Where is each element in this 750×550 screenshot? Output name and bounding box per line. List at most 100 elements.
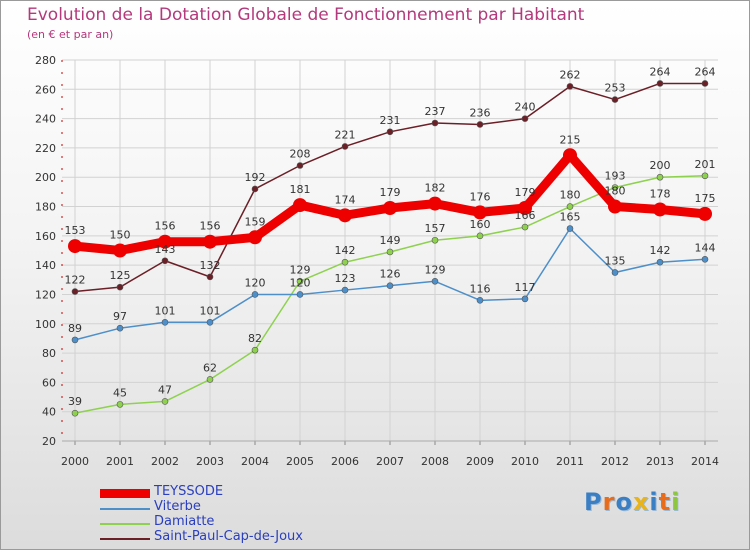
data-label: 178	[650, 187, 671, 200]
data-point	[206, 273, 214, 281]
data-point	[71, 288, 79, 295]
x-tick-label: 2005	[286, 455, 314, 468]
y-tick-label: 60	[42, 376, 56, 389]
data-point	[296, 277, 304, 285]
data-point	[386, 248, 394, 256]
data-label: 125	[110, 269, 131, 282]
data-label: 39	[68, 395, 82, 408]
data-point	[71, 409, 79, 417]
legend-label: Saint-Paul-Cap-de-Joux	[154, 529, 303, 544]
data-label: 120	[290, 276, 311, 289]
data-point	[161, 319, 169, 326]
x-tick-label: 2009	[466, 455, 494, 468]
data-label: 192	[245, 171, 266, 184]
legend-label: Damiatte	[154, 514, 215, 529]
data-label: 143	[155, 243, 176, 256]
data-point	[161, 398, 169, 405]
data-label: 150	[110, 229, 131, 242]
x-tick-label: 2007	[376, 455, 404, 468]
legend-swatch	[100, 508, 150, 510]
y-tick-label: 260	[35, 83, 56, 96]
y-tick-label: 120	[35, 288, 56, 301]
chart-grid	[62, 59, 718, 442]
x-tick-label: 2001	[106, 455, 134, 468]
x-tick-label: 2011	[556, 455, 584, 468]
data-label: 237	[425, 105, 446, 118]
data-point	[656, 80, 664, 87]
data-label: 262	[560, 68, 581, 81]
data-label: 159	[245, 215, 266, 228]
data-point	[116, 283, 124, 291]
data-point	[251, 346, 259, 354]
legend-swatch	[100, 538, 150, 540]
data-point	[701, 172, 709, 180]
data-point	[656, 173, 664, 181]
data-label: 165	[560, 211, 581, 224]
data-point	[116, 324, 124, 332]
data-point	[341, 286, 349, 294]
data-point	[158, 234, 172, 249]
data-label: 264	[650, 65, 671, 78]
data-point	[161, 257, 169, 265]
y-tick-label: 140	[35, 259, 56, 272]
data-point	[203, 234, 217, 249]
data-label: 156	[200, 220, 221, 233]
y-tick-label: 240	[35, 113, 56, 126]
data-label: 201	[695, 158, 716, 171]
data-point	[563, 148, 577, 163]
y-tick-label: 80	[42, 347, 56, 360]
data-point	[566, 203, 574, 210]
data-point	[521, 223, 529, 231]
data-label: 142	[650, 244, 671, 257]
data-point	[566, 225, 574, 232]
data-point	[386, 282, 394, 289]
data-label: 174	[335, 193, 356, 206]
x-tick-label: 2012	[601, 455, 629, 468]
data-point	[338, 208, 352, 223]
data-point	[251, 185, 259, 193]
legend-label: Viterbe	[154, 499, 201, 514]
data-label: 117	[515, 281, 536, 294]
data-label: 153	[65, 224, 86, 237]
data-point	[521, 295, 529, 303]
data-label: 122	[65, 274, 86, 287]
x-tick-label: 2002	[151, 455, 179, 468]
series-layer	[68, 80, 712, 417]
data-label: 180	[605, 185, 626, 198]
data-point	[476, 232, 484, 240]
data-point	[476, 297, 484, 304]
y-tick-label: 220	[35, 142, 56, 155]
x-tick-label: 2008	[421, 455, 449, 468]
y-tick-label: 100	[35, 318, 56, 331]
x-tick-label: 2003	[196, 455, 224, 468]
data-point	[71, 336, 79, 344]
data-label: 253	[605, 82, 626, 95]
data-label: 132	[200, 259, 221, 272]
data-point	[518, 201, 532, 216]
data-label: 240	[515, 101, 536, 114]
chart-axes: 20 40 60 80 100 120 140 160 180 200 220 240 260 280 20…	[35, 54, 719, 468]
data-point	[611, 184, 619, 191]
data-label: 176	[470, 190, 491, 203]
data-point	[251, 291, 259, 298]
data-label: 181	[290, 183, 311, 196]
x-tick-label: 2006	[331, 455, 359, 468]
data-label: 231	[380, 114, 401, 127]
legend-swatch	[100, 489, 150, 498]
data-point	[341, 258, 349, 266]
data-point	[431, 119, 439, 127]
data-label: 179	[515, 186, 536, 199]
y-tick-label: 180	[35, 201, 56, 214]
data-point	[428, 196, 442, 211]
chart-subtitle: (en € et par an)	[27, 28, 114, 41]
y-tick-label: 20	[42, 435, 56, 448]
data-point	[296, 291, 304, 298]
data-point	[68, 239, 82, 254]
data-label: 129	[290, 263, 311, 276]
data-point	[611, 269, 619, 276]
data-label: 160	[470, 218, 491, 231]
data-label: 142	[335, 244, 356, 257]
data-point	[701, 80, 709, 87]
